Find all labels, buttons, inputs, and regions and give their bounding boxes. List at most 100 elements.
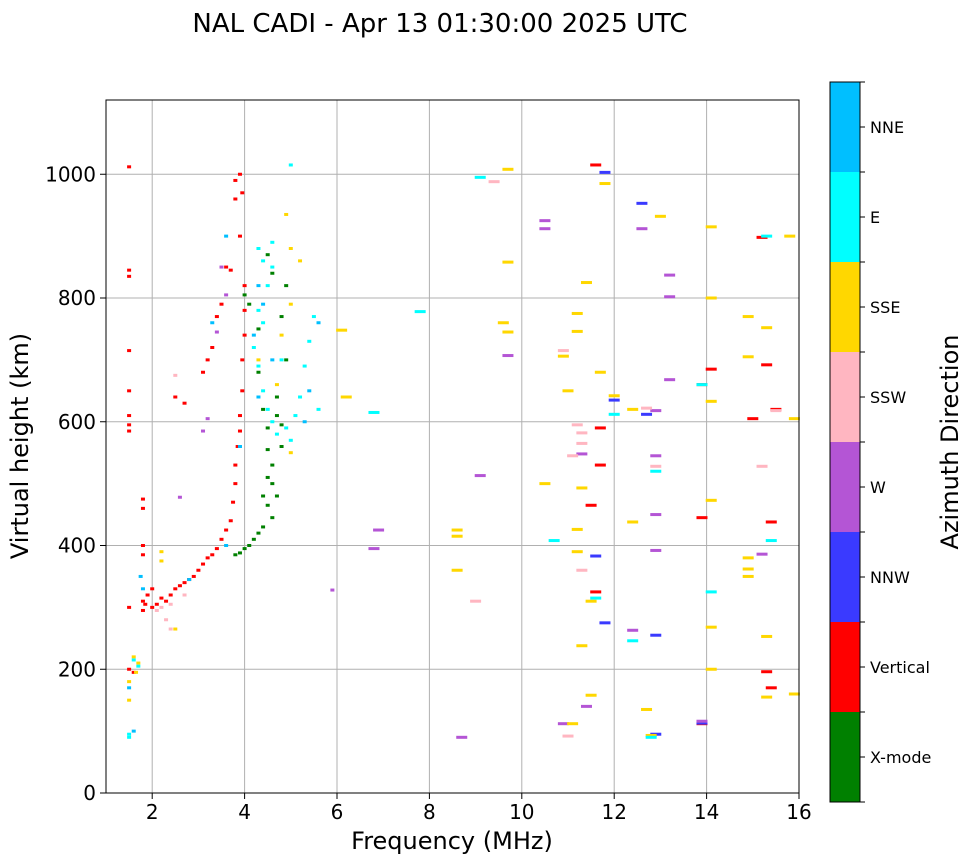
data-point	[279, 358, 284, 362]
x-axis-ticks: 2 4 6 8 10 12 14 16	[146, 793, 812, 824]
data-point	[231, 500, 236, 504]
data-point	[627, 628, 639, 632]
data-point	[742, 355, 754, 359]
data-point	[567, 454, 579, 458]
series-x-mode	[233, 253, 289, 557]
data-point	[650, 633, 662, 637]
data-point	[470, 599, 482, 603]
data-point	[274, 432, 279, 436]
data-point	[650, 513, 662, 517]
data-point	[279, 315, 284, 319]
data-point	[742, 315, 754, 319]
data-point	[127, 165, 132, 169]
data-point	[288, 451, 293, 455]
data-point	[164, 599, 169, 603]
data-point	[164, 618, 169, 622]
data-point	[265, 448, 270, 452]
data-point	[557, 349, 569, 353]
data-point	[150, 587, 155, 591]
data-point	[205, 417, 210, 421]
y-axis-label: Virtual height (km)	[6, 333, 34, 559]
data-point	[307, 389, 312, 393]
data-point	[265, 253, 270, 257]
data-point	[168, 602, 173, 606]
y-tick-label: 600	[58, 410, 96, 434]
data-point	[641, 707, 653, 711]
data-point	[274, 383, 279, 387]
data-point	[279, 445, 284, 448]
data-point	[127, 680, 132, 684]
series-vertical	[127, 163, 782, 726]
data-point	[539, 219, 551, 223]
colorbar-frame	[829, 81, 861, 803]
colorbar-segment	[830, 352, 860, 442]
data-point	[265, 475, 270, 479]
data-point	[159, 550, 164, 554]
colorbar-segment	[830, 82, 860, 172]
data-point	[159, 559, 164, 563]
data-point	[580, 704, 592, 708]
data-point	[590, 163, 602, 167]
data-point	[201, 370, 206, 374]
data-point	[302, 420, 307, 424]
data-point	[650, 548, 662, 552]
data-point	[224, 293, 229, 297]
data-point	[705, 498, 717, 502]
data-point	[288, 247, 293, 250]
colorbar-tick-label: Vertical	[870, 658, 930, 677]
data-point	[340, 395, 352, 399]
data-point	[368, 410, 380, 414]
data-point	[761, 326, 773, 330]
series-sse	[127, 167, 800, 737]
data-point	[131, 658, 136, 662]
data-point	[576, 452, 588, 456]
data-point	[784, 234, 796, 238]
data-point	[138, 574, 143, 578]
data-point	[705, 296, 717, 300]
data-point	[576, 441, 588, 445]
data-point	[562, 389, 574, 393]
x-tick-label: 16	[786, 800, 811, 824]
colorbar-tick-label: SSW	[870, 388, 906, 407]
data-point	[256, 364, 261, 368]
data-point	[451, 528, 463, 532]
data-point	[705, 225, 717, 229]
data-point	[641, 406, 653, 410]
data-point	[214, 330, 219, 334]
colorbar-segment	[830, 442, 860, 532]
data-point	[451, 568, 463, 572]
data-point	[279, 333, 284, 337]
data-point	[270, 265, 275, 269]
data-point	[154, 602, 159, 606]
data-point	[127, 414, 132, 418]
data-point	[594, 370, 606, 374]
series-w	[177, 219, 768, 739]
data-point	[298, 259, 303, 263]
data-point	[127, 423, 132, 427]
data-point	[539, 227, 551, 231]
data-point	[261, 302, 266, 306]
data-point	[788, 417, 800, 421]
data-point	[187, 578, 192, 582]
data-point	[131, 655, 136, 659]
data-point	[288, 302, 293, 306]
data-point	[571, 423, 583, 427]
data-point	[242, 293, 247, 297]
data-point	[242, 547, 247, 551]
data-point	[127, 686, 132, 690]
x-tick-label: 12	[601, 800, 626, 824]
data-point	[279, 423, 284, 427]
data-point	[608, 398, 620, 402]
data-point	[330, 588, 335, 592]
data-point	[265, 284, 270, 288]
data-point	[270, 271, 275, 275]
data-point	[696, 721, 708, 725]
data-point	[256, 247, 261, 250]
colorbar-tick-label: W	[870, 478, 886, 497]
data-point	[650, 469, 662, 473]
data-point	[143, 602, 148, 606]
data-point	[154, 608, 159, 612]
data-point	[311, 315, 316, 319]
data-point	[316, 407, 321, 411]
data-point	[756, 552, 768, 556]
